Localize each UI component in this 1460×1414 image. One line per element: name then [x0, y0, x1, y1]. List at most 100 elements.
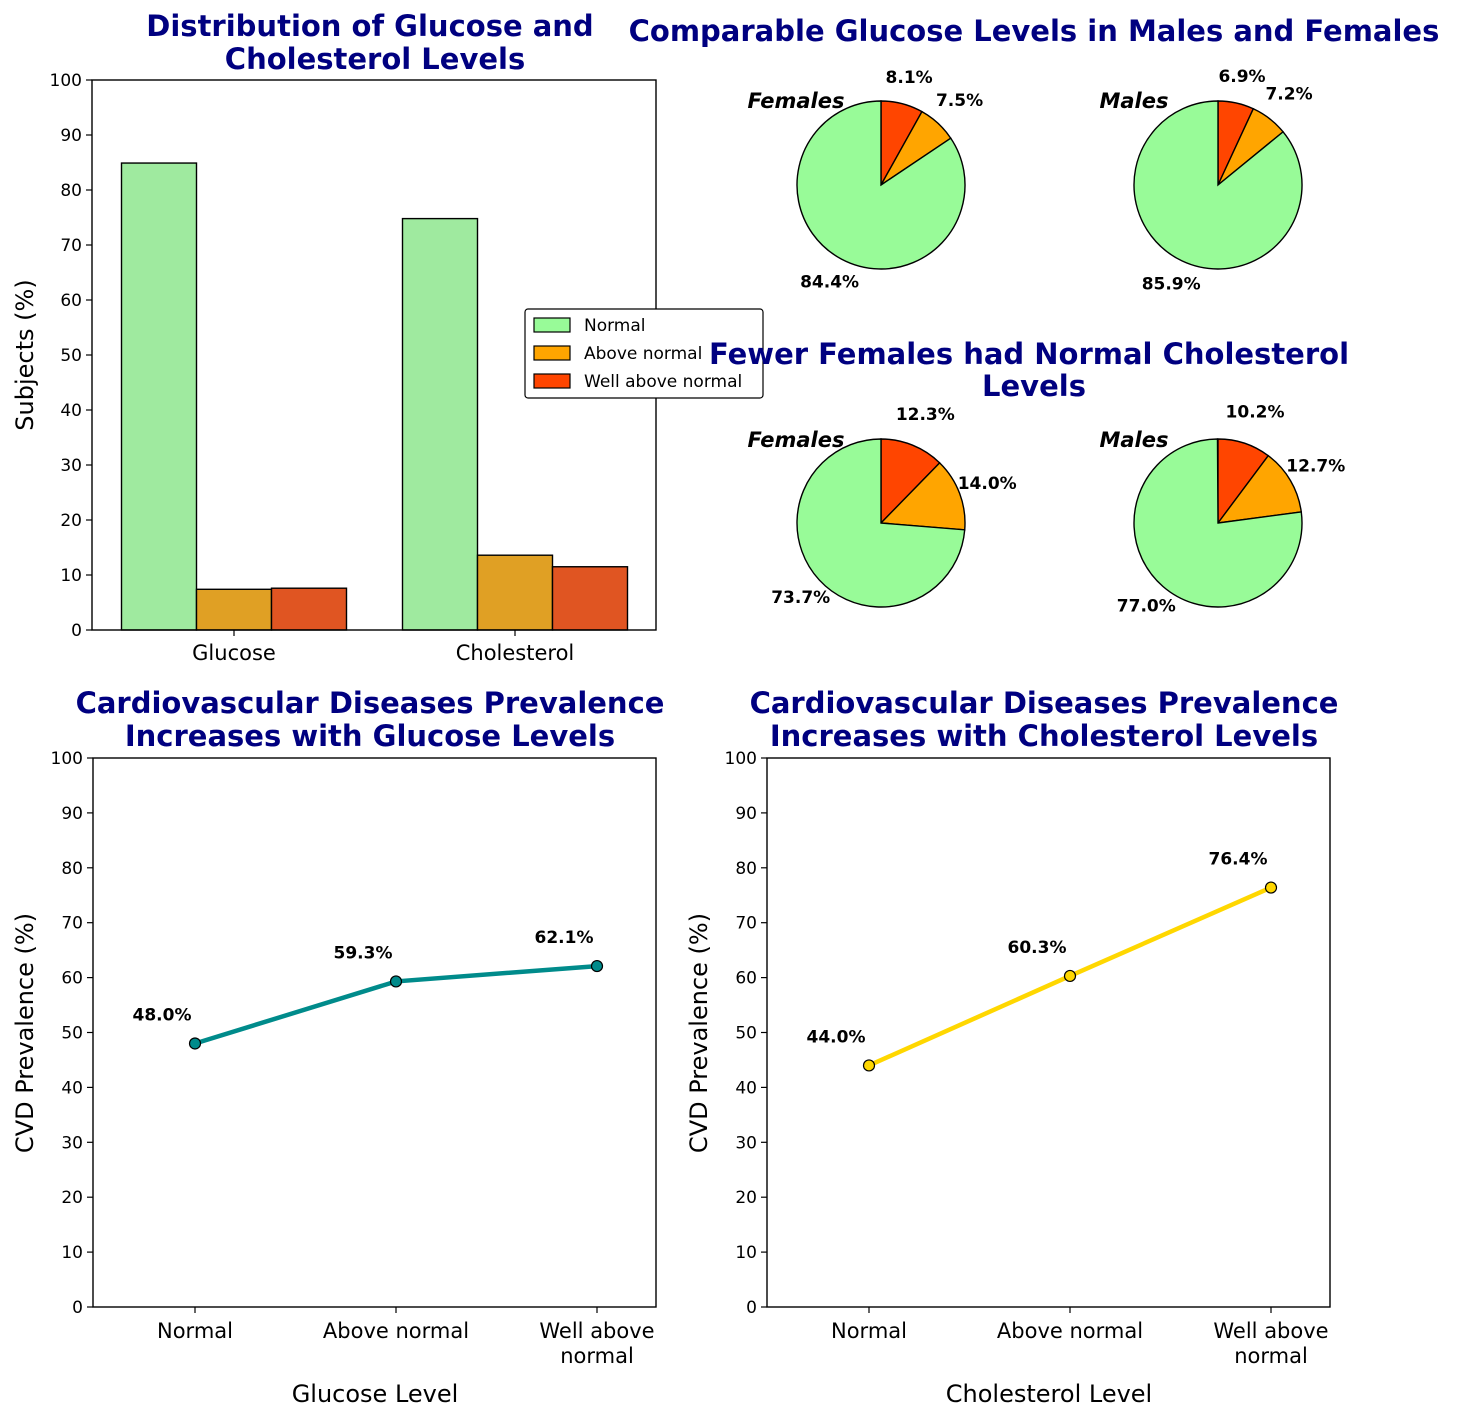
bar-chart-ytick-label: 70 — [60, 236, 82, 256]
bar-cholesterol-2 — [551, 566, 629, 631]
line-chart-glucose-ytick-label: 80 — [61, 859, 83, 879]
pie-chol-males-slice-0 — [1133, 438, 1303, 608]
pie-glucose-males-pct-label: 6.9% — [1218, 67, 1265, 87]
line-chart-glucose-xtick-label: Above normal — [323, 1319, 469, 1343]
line-chart-glucose-ytick-label: 40 — [61, 1078, 83, 1098]
pie-glucose-males-slice-0 — [1133, 100, 1303, 270]
line-chart-cholesterol-xtick-label-cont: normal — [1234, 1344, 1308, 1368]
pie-chol-females-pct-label: 14.0% — [958, 474, 1017, 494]
bar-chart-ytick-label: 60 — [60, 291, 82, 311]
line-chart-cholesterol-xlabel: Cholesterol Level — [946, 1380, 1152, 1408]
line-chart-cholesterol-ytick-label: 50 — [735, 1024, 757, 1044]
line-chart-glucose-ylabel: CVD Prevalence (%) — [11, 913, 39, 1153]
line-chart-glucose-xlabel: Glucose Level — [292, 1380, 459, 1408]
line-chart-glucose-ytick-label: 10 — [61, 1243, 83, 1263]
bar-chart-ytick-label: 10 — [60, 566, 82, 586]
pie-cholesterol-title-line2: Levels — [982, 369, 1086, 403]
line-chart-cholesterol-ytick-label: 0 — [746, 1298, 757, 1318]
pie-glucose-females-pct-label: 84.4% — [800, 272, 859, 292]
bar-chart-ytick-label: 40 — [60, 401, 82, 421]
pie-chol-females-slice-2 — [880, 438, 941, 525]
line-chart-glucose-ytick-label: 70 — [61, 914, 83, 934]
bar-chart-ytick-label: 80 — [60, 181, 82, 201]
legend-entry: Well above normal — [584, 372, 742, 392]
pie-glucose-males-group-label: Males — [1099, 89, 1168, 113]
pie-chol-females-slice-1 — [879, 461, 966, 531]
pie-glucose-males-pct-label: 85.9% — [1142, 275, 1201, 295]
line-chart-cholesterol-point-label: 76.4% — [1209, 850, 1268, 870]
line-chart-glucose-ytick-label: 30 — [61, 1133, 83, 1153]
pie-chol-males-pct-label: 12.7% — [1286, 457, 1345, 477]
bar-chart-ylabel: Subjects (%) — [11, 279, 39, 430]
line-chart-cholesterol-point — [1264, 881, 1278, 894]
line-chart-glucose-ytick-label: 60 — [61, 969, 83, 989]
pie-chol-males-slice-1 — [1216, 454, 1303, 524]
line-chart-glucose-point-label: 48.0% — [133, 1005, 192, 1025]
line-chart-glucose-axes-frame — [92, 757, 657, 1308]
line-chart-cholesterol-ylabel: CVD Prevalence (%) — [685, 913, 713, 1153]
bar-glucose-2 — [270, 587, 348, 631]
bar-chart-ytick-label: 50 — [60, 346, 82, 366]
line-chart-cholesterol-ytick-label: 70 — [735, 914, 757, 934]
line-chart-cholesterol-xtick-label: Normal — [831, 1319, 907, 1343]
line-chart-glucose-ytick-label: 90 — [61, 804, 83, 824]
pie-chol-males-group-label: Males — [1099, 428, 1168, 452]
legend-frame — [524, 308, 764, 399]
bar-chart-legend: Normal Above normal Well above normal — [524, 308, 764, 399]
pie-charts-cholesterol: Fewer Females had Normal CholesterolLeve… — [709, 337, 1349, 616]
bar-glucose-1 — [195, 588, 273, 631]
bar-chart-title-line2: Cholesterol Levels — [225, 42, 525, 76]
bar-chart-ytick-label: 20 — [60, 511, 82, 531]
pie-chol-males-pct-label: 77.0% — [1117, 596, 1176, 616]
line-chart-glucose-point-label: 59.3% — [334, 943, 393, 963]
line-chart-glucose-xtick-label-cont: normal — [560, 1344, 634, 1368]
line-chart-cholesterol-ytick-label: 30 — [735, 1133, 757, 1153]
pie-glucose-females-pct-label: 8.1% — [886, 68, 933, 88]
line-chart-cholesterol-point — [862, 1059, 876, 1072]
line-chart-glucose-point-label: 62.1% — [535, 928, 594, 948]
bar-chart-title-line1: Distribution of Glucose and — [146, 9, 593, 43]
line-chart-cholesterol-ytick-label: 100 — [725, 749, 757, 769]
line-chart-cholesterol-point — [1063, 969, 1077, 983]
line-chart-cholesterol-point-label: 60.3% — [1008, 938, 1067, 958]
line-chart-glucose-ytick-label: 0 — [72, 1298, 83, 1318]
legend-swatch — [533, 345, 571, 361]
line-chart-glucose: Cardiovascular Diseases PrevalenceIncrea… — [11, 686, 664, 1408]
bar-chart-xtick-label: Glucose — [192, 641, 276, 665]
bar-glucose-0 — [120, 162, 198, 631]
line-chart-glucose-ytick-label: 20 — [61, 1188, 83, 1208]
legend-swatch — [533, 317, 571, 333]
line-chart-cholesterol-ytick-label: 60 — [735, 969, 757, 989]
pie-glucose-females-slice-0 — [796, 100, 966, 270]
pie-glucose-females-pct-label: 7.5% — [936, 91, 983, 111]
bar-cholesterol-0 — [401, 217, 479, 631]
line-chart-cholesterol-ytick-label: 40 — [735, 1078, 757, 1098]
line-chart-glucose-point — [590, 959, 604, 973]
pie-glucose-males-pct-label: 7.2% — [1265, 84, 1312, 104]
pie-chol-males-pct-label: 10.2% — [1226, 402, 1285, 422]
pie-chol-females-group-label: Females — [748, 428, 845, 452]
line-chart-cholesterol-axes-frame — [766, 757, 1331, 1308]
bar-chart-ytick-label: 0 — [71, 621, 82, 641]
line-chart-glucose-point — [188, 1037, 202, 1050]
bar-cholesterol-1 — [476, 554, 554, 631]
line-chart-cholesterol-ytick-label: 90 — [735, 804, 757, 824]
line-chart-cholesterol-ytick-label: 10 — [735, 1243, 757, 1263]
legend-entry: Normal — [584, 316, 646, 336]
bar-chart-ytick-label: 30 — [60, 456, 82, 476]
bar-chart-ytick-label: 100 — [50, 71, 82, 91]
pie-chol-females-pct-label: 12.3% — [896, 405, 955, 425]
line-chart-cholesterol-point-label: 44.0% — [807, 1027, 866, 1047]
bar-chart-xtick-label: Cholesterol — [456, 641, 575, 665]
line-chart-cholesterol-title-line2: Increases with Cholesterol Levels — [770, 719, 1318, 753]
line-chart-cholesterol-ytick-label: 20 — [735, 1188, 757, 1208]
line-chart-glucose-xtick-label: Normal — [157, 1319, 233, 1343]
pie-cholesterol-title-line1: Fewer Females had Normal Cholesterol — [709, 337, 1349, 371]
line-chart-cholesterol-title-line1: Cardiovascular Diseases Prevalence — [750, 686, 1339, 720]
pie-chol-females-pct-label: 73.7% — [771, 588, 830, 608]
legend-entry: Above normal — [584, 344, 702, 364]
line-chart-glucose-xtick-label: Well above — [539, 1319, 654, 1343]
line-chart-glucose-ytick-label: 100 — [51, 749, 83, 769]
